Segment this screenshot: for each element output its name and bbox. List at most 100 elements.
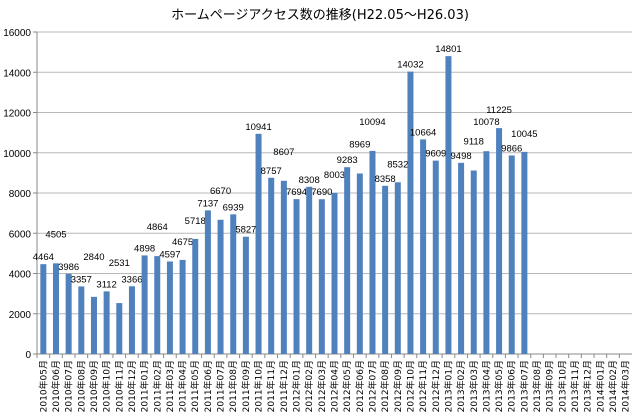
y-tick-label: 0 <box>25 350 31 361</box>
bar <box>141 255 148 354</box>
bar <box>40 264 47 354</box>
x-tick-label: 2013年01月 <box>442 360 454 412</box>
y-tick-label: 10000 <box>3 149 31 160</box>
data-label: 6939 <box>223 202 244 213</box>
y-tick-label: 4000 <box>9 270 32 281</box>
bar <box>52 263 59 354</box>
bar <box>356 173 363 354</box>
bar <box>268 177 275 354</box>
data-label: 7694 <box>286 187 307 198</box>
x-tick-label: 2012年09月 <box>392 360 404 412</box>
x-tick-label: 2011年09月 <box>240 360 252 412</box>
data-label: 10078 <box>473 117 499 128</box>
data-label: 4675 <box>172 237 193 248</box>
bar <box>65 273 72 354</box>
y-tick-label: 8000 <box>9 189 32 200</box>
x-tick-label: 2012年11月 <box>417 360 429 412</box>
bar <box>318 199 325 354</box>
bar <box>217 219 224 354</box>
data-label: 8969 <box>349 139 370 150</box>
x-tick-label: 2011年06月 <box>202 360 214 412</box>
bar <box>369 150 376 354</box>
x-tick-label: 2012年10月 <box>404 360 416 412</box>
bar <box>306 186 313 354</box>
data-label: 10045 <box>511 129 537 140</box>
bar <box>407 71 414 354</box>
x-tick-label: 2013年07月 <box>518 360 530 412</box>
x-tick-label: 2012年06月 <box>354 360 366 412</box>
x-tick-label: 2014年03月 <box>620 360 632 412</box>
data-label: 9866 <box>501 143 522 154</box>
data-label: 3366 <box>121 274 142 285</box>
data-label: 8308 <box>299 175 320 186</box>
bar <box>445 56 452 354</box>
data-label: 9498 <box>451 151 472 162</box>
x-tick-label: 2011年12月 <box>278 360 290 412</box>
y-tick-label: 14000 <box>3 68 31 79</box>
bar <box>521 151 528 354</box>
x-tick-label: 2013年04月 <box>480 360 492 412</box>
x-tick-label: 2012年12月 <box>430 360 442 412</box>
data-label: 4597 <box>159 249 180 260</box>
data-label: 8358 <box>375 174 396 185</box>
x-tick-label: 2010年07月 <box>63 360 75 412</box>
x-tick-label: 2010年08月 <box>75 360 87 412</box>
data-label: 3357 <box>71 274 92 285</box>
bar <box>179 259 186 354</box>
bar <box>204 210 211 354</box>
data-label: 8757 <box>261 166 282 177</box>
x-tick-label: 2011年10月 <box>253 360 265 412</box>
x-tick-label: 2013年09月 <box>544 360 556 412</box>
x-tick-label: 2013年05月 <box>493 360 505 412</box>
bar <box>255 133 262 354</box>
y-tick-label: 2000 <box>9 310 32 321</box>
x-tick-label: 2010年11月 <box>113 360 125 412</box>
data-label: 7690 <box>311 187 332 198</box>
bar <box>344 167 351 354</box>
data-label: 9609 <box>425 149 446 160</box>
x-tick-label: 2013年12月 <box>582 360 594 412</box>
x-tick-label: 2012年08月 <box>379 360 391 412</box>
data-label: 14801 <box>435 44 461 55</box>
x-tick-label: 2013年03月 <box>468 360 480 412</box>
x-tick-label: 2012年07月 <box>366 360 378 412</box>
x-tick-label: 2013年08月 <box>531 360 543 412</box>
bar <box>293 199 300 354</box>
bar <box>483 151 490 354</box>
data-label: 9283 <box>337 155 358 166</box>
data-label: 6670 <box>210 186 231 197</box>
bar <box>78 286 85 354</box>
bar <box>420 139 427 354</box>
bar <box>470 170 477 354</box>
bar <box>103 291 110 354</box>
x-tick-label: 2010年09月 <box>88 360 100 412</box>
x-tick-label: 2011年02月 <box>151 360 163 412</box>
bar <box>331 192 338 354</box>
bar <box>230 214 237 354</box>
data-label: 2531 <box>109 258 130 269</box>
x-tick-label: 2012年01月 <box>291 360 303 412</box>
bar <box>154 256 161 354</box>
bar <box>508 155 515 354</box>
x-tick-label: 2010年12月 <box>126 360 138 412</box>
data-label: 10094 <box>359 117 385 128</box>
x-tick-label: 2011年04月 <box>177 360 189 412</box>
bar <box>458 162 465 354</box>
bar <box>116 303 123 354</box>
x-tick-label: 2010年05月 <box>37 360 49 412</box>
bar <box>128 286 135 354</box>
bar <box>90 296 97 354</box>
x-tick-label: 2011年08月 <box>227 360 239 412</box>
x-tick-label: 2010年10月 <box>101 360 113 412</box>
data-label: 4505 <box>45 229 66 240</box>
data-label: 2840 <box>83 252 104 263</box>
data-label: 8003 <box>324 170 345 181</box>
x-tick-label: 2011年03月 <box>164 360 176 412</box>
x-tick-label: 2012年03月 <box>316 360 328 412</box>
x-tick-label: 2012年05月 <box>341 360 353 412</box>
data-label: 8532 <box>387 159 408 170</box>
x-tick-label: 2011年05月 <box>189 360 201 412</box>
bar <box>496 128 503 354</box>
data-label: 3112 <box>96 279 116 290</box>
